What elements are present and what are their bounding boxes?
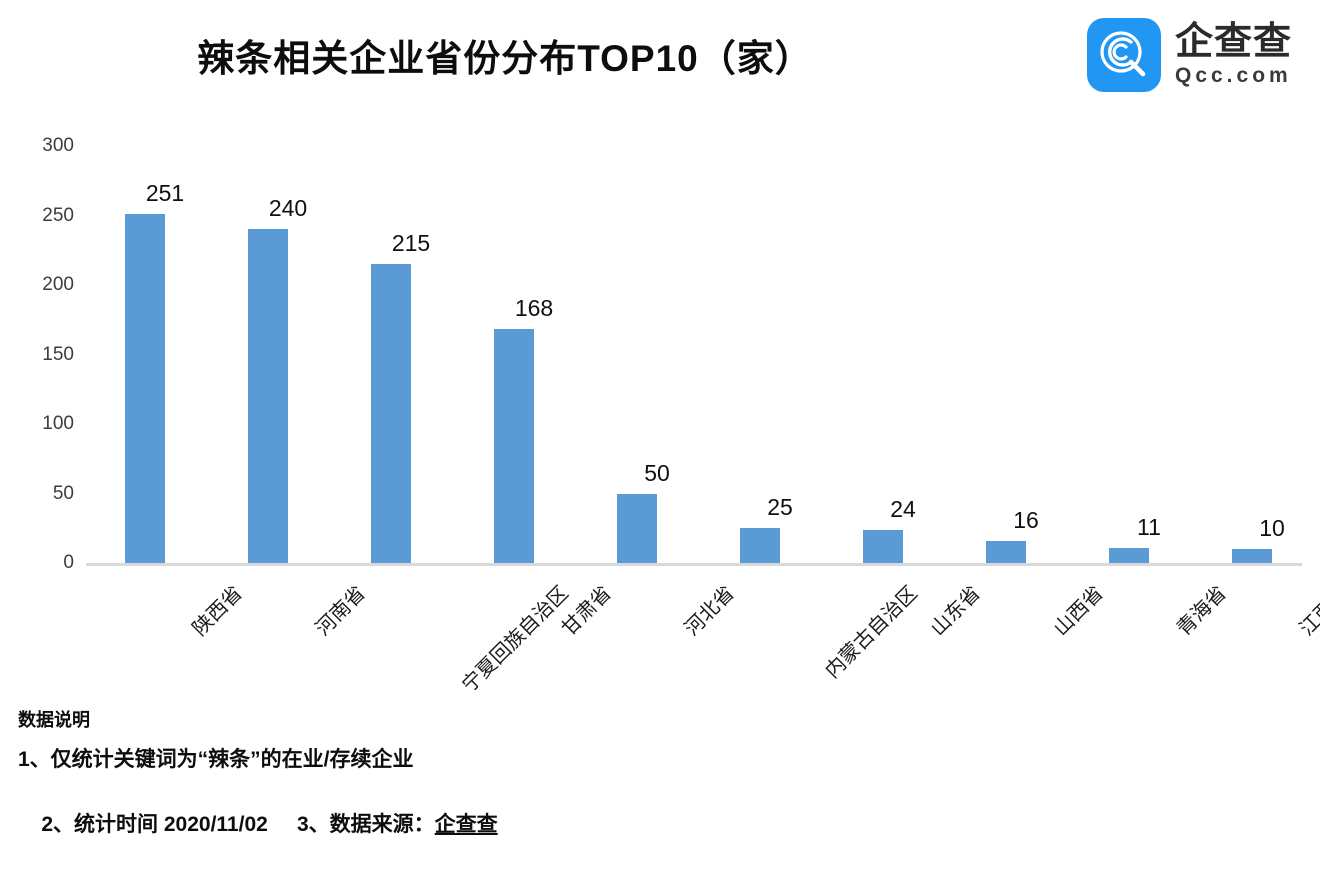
x-axis-label: 山东省 <box>926 582 985 641</box>
page-title: 辣条相关企业省份分布TOP10（家） <box>197 38 813 79</box>
x-axis-label: 青海省 <box>1172 582 1231 641</box>
x-axis-label: 陕西省 <box>188 582 247 641</box>
bar[interactable] <box>1232 549 1272 563</box>
bar[interactable] <box>740 528 780 563</box>
bar[interactable] <box>125 214 165 563</box>
note-line-1: 1、仅统计关键词为“辣条”的在业/存续企业 <box>18 748 414 771</box>
bar-value-label: 25 <box>767 494 793 521</box>
brand-name-en: Qcc.com <box>1174 63 1292 87</box>
bar-value-label: 50 <box>644 459 670 486</box>
y-axis-tick: 0 <box>63 552 74 573</box>
bar-value-label: 251 <box>145 180 185 207</box>
qcc-magnifier-icon <box>1086 18 1161 92</box>
y-axis-tick: 100 <box>42 413 74 434</box>
y-axis-tick: 250 <box>42 204 74 226</box>
note-source-name: 企查查 <box>434 813 498 836</box>
x-axis-label: 江西省 <box>1295 582 1320 641</box>
bar-value-label: 10 <box>1259 515 1285 542</box>
brand-wordmark: 企查查 Qcc.com <box>1174 21 1292 87</box>
y-axis-tick: 300 <box>42 135 74 156</box>
bar[interactable] <box>617 493 657 563</box>
x-axis-label: 宁夏回族自治区 <box>458 582 573 697</box>
note-line-2-text: 2、统计时间 2020/11/02 3、数据来源：企查查 <box>41 813 498 836</box>
bar[interactable] <box>371 264 411 563</box>
bar-value-label: 240 <box>268 195 308 222</box>
data-notes: 数据说明 1、仅统计关键词为“辣条”的在业/存续企业 2、统计时间 2020/1… <box>18 706 918 873</box>
y-axis-tick: 50 <box>52 482 74 504</box>
bar-value-label: 16 <box>1013 506 1039 533</box>
note-line-2: 2、统计时间 2020/11/02 3、数据来源：企查查 <box>18 784 918 862</box>
bar[interactable] <box>863 529 903 563</box>
x-axis-label: 内蒙古自治区 <box>821 582 922 683</box>
bar-value-label: 24 <box>890 495 916 522</box>
x-axis-label: 山西省 <box>1049 582 1108 641</box>
x-axis-baseline <box>86 563 1302 566</box>
bar-value-label: 168 <box>514 295 554 322</box>
bar-chart: 0 50 100 150 200 250 300 251 240 215 168 50 25 24 16 1… <box>42 135 1320 697</box>
y-axis-tick: 150 <box>42 343 74 365</box>
bar[interactable] <box>248 229 288 563</box>
brand-logo: 企查查 Qcc.com <box>1086 18 1292 92</box>
brand-name-cn: 企查查 <box>1174 21 1292 64</box>
bar[interactable] <box>986 540 1026 563</box>
bar-value-label: 215 <box>391 230 431 257</box>
bar[interactable] <box>494 329 534 563</box>
x-axis-label: 河北省 <box>680 582 739 641</box>
x-axis-label: 河南省 <box>311 582 370 641</box>
bar[interactable] <box>1109 547 1149 563</box>
bar-value-label: 11 <box>1137 513 1161 540</box>
y-axis-tick: 200 <box>42 274 74 295</box>
notes-heading: 数据说明 <box>18 710 90 730</box>
